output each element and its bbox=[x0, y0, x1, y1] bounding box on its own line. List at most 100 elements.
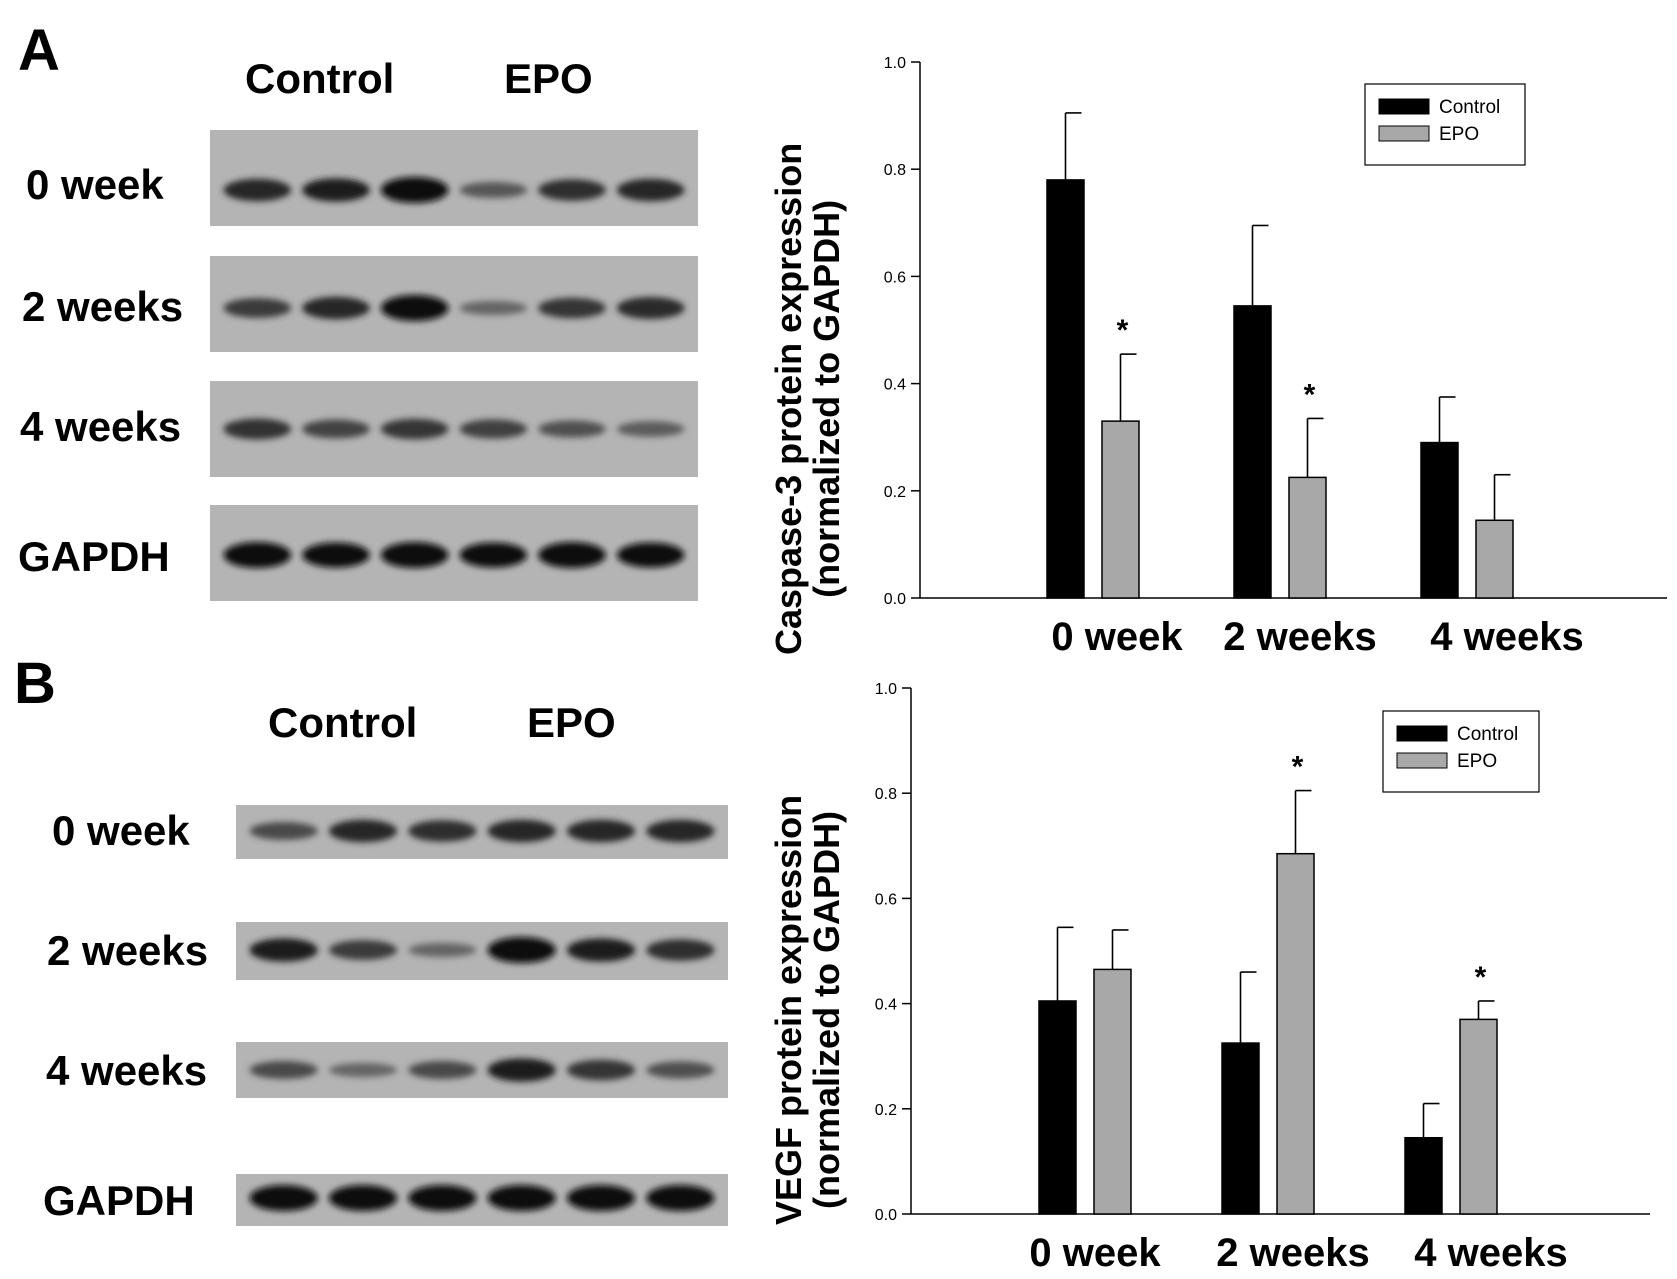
chart-a-error-bar bbox=[1306, 417, 1324, 478]
chart-b-ytick-label: 0.0 bbox=[875, 1207, 897, 1224]
blot-band bbox=[566, 1185, 636, 1211]
chart-b-bar-epo bbox=[1459, 1018, 1498, 1215]
blot-band bbox=[538, 297, 606, 319]
blot-band bbox=[459, 419, 528, 439]
chart-b-error-bar bbox=[1477, 1000, 1495, 1020]
blot-band bbox=[566, 819, 636, 843]
chart-b-legend-swatch bbox=[1396, 725, 1448, 742]
chart-b-legend-label: EPO bbox=[1457, 751, 1497, 772]
chart-b-legend-label: Control bbox=[1457, 724, 1518, 745]
blot-band bbox=[459, 300, 528, 316]
chart-b-error-bar bbox=[1294, 789, 1312, 854]
chart-a-error-bar bbox=[1119, 353, 1137, 422]
blot-b-strip bbox=[236, 1042, 728, 1098]
blot-b-strip bbox=[236, 922, 728, 980]
blot-band bbox=[487, 819, 556, 843]
blot-band bbox=[408, 820, 477, 842]
blot-band bbox=[302, 178, 370, 202]
blot-band bbox=[328, 1185, 398, 1211]
chart-b-bar-control bbox=[1221, 1042, 1260, 1215]
blot-a-strip bbox=[210, 381, 698, 477]
chart-b-bar-epo bbox=[1276, 852, 1315, 1215]
blot-a-row-label: 4 weeks bbox=[20, 403, 182, 450]
chart-a-ytick-label: 1.0 bbox=[884, 55, 906, 72]
chart-a-category-label: 0 week bbox=[1051, 615, 1183, 659]
blot-b-header-control: Control bbox=[268, 699, 418, 746]
blot-b-header-epo: EPO bbox=[527, 699, 616, 746]
chart-b-legend-swatch bbox=[1396, 752, 1448, 769]
blot-a-header-control: Control bbox=[245, 55, 395, 102]
blot-background bbox=[236, 922, 728, 980]
blot-band bbox=[408, 1061, 477, 1079]
blot-band bbox=[646, 819, 715, 843]
chart-a-error-bar bbox=[1251, 224, 1269, 306]
chart-a-error-bar bbox=[1493, 473, 1511, 521]
blot-background bbox=[210, 505, 698, 601]
blot-band bbox=[408, 942, 477, 958]
chart-b-ytick-label: 0.6 bbox=[875, 891, 897, 908]
chart-b-ytick-label: 0.2 bbox=[875, 1102, 897, 1119]
chart-a-category-label: 2 weeks bbox=[1223, 615, 1376, 659]
blot-background bbox=[236, 805, 728, 859]
blot-band bbox=[616, 421, 685, 437]
chart-a-ytick-label: 0.2 bbox=[884, 484, 906, 501]
blot-band bbox=[223, 542, 292, 568]
chart-b-category-label: 0 week bbox=[1029, 1231, 1161, 1275]
blot-band bbox=[616, 296, 685, 320]
chart-b-error-bar bbox=[1422, 1102, 1440, 1138]
chart-b-bar-epo bbox=[1093, 968, 1132, 1215]
blot-b-row-label: GAPDH bbox=[43, 1177, 195, 1224]
blot-a-strip bbox=[210, 256, 698, 352]
blot-band bbox=[538, 179, 606, 201]
blot-background bbox=[210, 381, 698, 477]
blot-band bbox=[223, 178, 292, 202]
blot-b-strip bbox=[236, 1174, 728, 1226]
chart-b-ytick-label: 0.4 bbox=[875, 997, 897, 1014]
chart-a-bar-control bbox=[1233, 305, 1272, 599]
chart-a-axes: 0.0 0.2 0.4 0.6 0.8 1.0 bbox=[884, 55, 1667, 608]
blot-band bbox=[223, 418, 292, 440]
blot-band bbox=[646, 1061, 715, 1079]
blot-background bbox=[210, 256, 698, 352]
blot-background bbox=[210, 130, 698, 226]
blot-band bbox=[380, 418, 449, 440]
blot-band bbox=[302, 296, 370, 320]
chart-b-ytick-label: 1.0 bbox=[875, 681, 897, 698]
chart-a-ytick-label: 0.8 bbox=[884, 162, 906, 179]
blot-a-strip bbox=[210, 130, 698, 226]
chart-a-error-bar bbox=[1438, 396, 1456, 443]
blot-band bbox=[302, 542, 370, 568]
blot-band bbox=[538, 420, 606, 438]
chart-a-error-bar bbox=[1064, 112, 1082, 180]
blot-band bbox=[459, 181, 528, 199]
chart-a-legend-swatch bbox=[1378, 125, 1430, 142]
chart-b-error-bar bbox=[1111, 929, 1129, 970]
chart-b-error-bar bbox=[1056, 926, 1074, 1001]
blot-band bbox=[487, 1185, 556, 1211]
chart-a-legend-swatch bbox=[1378, 98, 1430, 115]
chart-b-category-label: 2 weeks bbox=[1216, 1231, 1369, 1275]
blot-background bbox=[236, 1174, 728, 1226]
blot-b-strip bbox=[236, 805, 728, 859]
chart-a-legend-label: EPO bbox=[1439, 124, 1479, 145]
blot-a-row-label: 2 weeks bbox=[22, 283, 184, 330]
blot-band bbox=[223, 298, 292, 318]
blot-b-row-label: 2 weeks bbox=[47, 927, 209, 974]
chart-b-significance-marker: * bbox=[1475, 961, 1487, 994]
chart-a-ytick-label: 0.6 bbox=[884, 269, 906, 286]
panel-letter-b: B bbox=[14, 651, 56, 716]
blot-band bbox=[646, 939, 715, 961]
blot-band bbox=[538, 542, 606, 568]
blot-band bbox=[566, 1059, 636, 1081]
chart-a-significance-marker: * bbox=[1304, 378, 1316, 411]
chart-b-bar-control bbox=[1038, 1000, 1077, 1215]
blot-band bbox=[616, 542, 685, 568]
blot-band bbox=[302, 419, 370, 439]
blot-band bbox=[249, 938, 318, 962]
blot-a-row-label: 0 week bbox=[26, 161, 164, 208]
blot-band bbox=[249, 1061, 318, 1079]
blot-b-row-label: 4 weeks bbox=[46, 1047, 208, 1094]
chart-b-ytick-label: 0.8 bbox=[875, 786, 897, 803]
blot-band bbox=[646, 1185, 715, 1211]
